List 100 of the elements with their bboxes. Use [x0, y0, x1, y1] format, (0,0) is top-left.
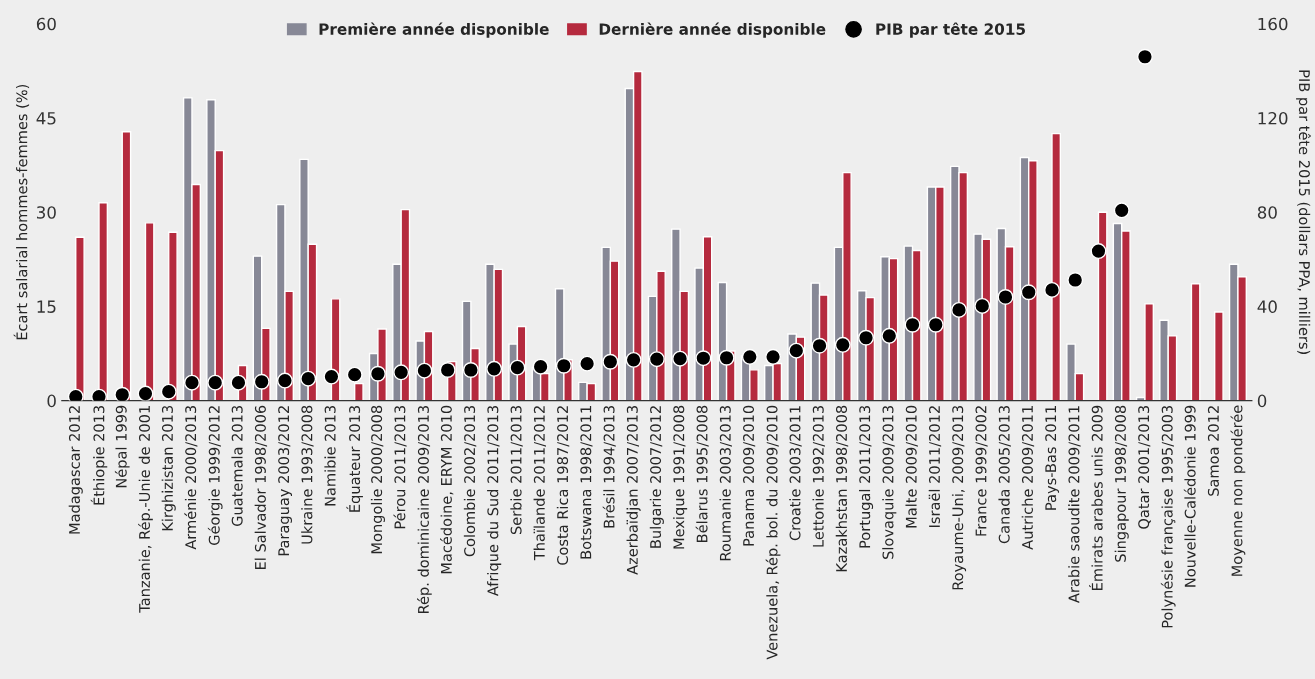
- point: [137, 385, 154, 401]
- x-tick-label: Kirghizistan 2013: [161, 405, 176, 531]
- point: [439, 362, 456, 378]
- point: [253, 373, 270, 390]
- point: [997, 288, 1014, 305]
- x-tick-label: Roumanie 2003/2013: [719, 405, 732, 561]
- x-tick-label: Kazakhstan 1998/2008: [835, 405, 849, 572]
- point: [509, 359, 526, 376]
- x-tick-label: Canada 2005/2013: [998, 405, 1011, 544]
- x-tick-label: Malte 2009/2010: [905, 405, 918, 528]
- x-tick-label: Équateur 2013: [346, 405, 363, 512]
- bar: [1190, 283, 1201, 401]
- point: [555, 357, 572, 374]
- point: [974, 297, 991, 314]
- x-tick-label: Thaïlande 2011/2012: [533, 406, 546, 561]
- x-tick-label: Namibie 2013: [324, 405, 336, 506]
- point: [276, 372, 293, 389]
- x-tick-label: Panama 2009/2010: [743, 405, 756, 546]
- x-tick-label: Guatemala 2013: [231, 405, 243, 527]
- x-tick-label: Botswana 1998/2011: [580, 406, 593, 559]
- x-tick-label: Émirats arabes unis 2009: [1089, 405, 1103, 590]
- x-tick-label: Royaume-Uni, 2009/2013: [951, 405, 967, 590]
- y-tick-label: 0: [47, 394, 56, 408]
- point: [672, 350, 689, 367]
- point: [788, 342, 805, 359]
- point: [207, 374, 224, 391]
- x-tick-label: Macédoine, ERYM 2010: [440, 405, 454, 574]
- x-tick-label: Pérou 2011/2013: [393, 405, 407, 529]
- point: [183, 374, 200, 391]
- x-tick-label: Samoa 2012: [1207, 406, 1219, 496]
- x-tick-label: Éthiopie 2013: [90, 405, 108, 505]
- point: [858, 329, 875, 346]
- point: [1090, 243, 1107, 260]
- x-tick-label: Pays-Bas 2011: [1045, 406, 1060, 510]
- point: [323, 368, 340, 385]
- point: [114, 386, 131, 401]
- point: [67, 388, 84, 401]
- point: [718, 349, 735, 366]
- x-tick-label: Tanzanie, Rép.-Unie de 2001: [138, 406, 153, 613]
- legend-label: PIB par tête 2015: [876, 22, 1025, 38]
- x-tick-label: Venezuela, Rép. bol. du 2009/2010: [765, 405, 781, 660]
- x-tick-label: Ukraine 1993/2008: [301, 405, 314, 544]
- point: [834, 336, 851, 353]
- x-tick-label: Singapour 1998/2008: [1114, 405, 1129, 562]
- bar: [1213, 311, 1224, 401]
- point: [160, 383, 177, 400]
- point: [904, 316, 921, 333]
- point: [927, 316, 944, 333]
- point: [346, 366, 363, 383]
- point: [416, 362, 433, 379]
- y2-tick-label: 0: [1257, 394, 1267, 408]
- point: [951, 301, 967, 318]
- point: [393, 364, 410, 381]
- x-tick-label: Slovaquie 2009/2013: [882, 405, 897, 559]
- x-tick-label: Serbie 2011/2013: [510, 405, 523, 535]
- point: [1113, 202, 1130, 219]
- x-tick-label: Paraguay 2003/2012: [278, 406, 292, 556]
- x-tick-label: Géorgie 1999/2012: [207, 406, 223, 545]
- point: [625, 351, 642, 368]
- point: [230, 374, 247, 391]
- point: [1020, 284, 1037, 301]
- x-tick-label: Portugal 2011/2013: [858, 405, 874, 548]
- point: [1136, 48, 1153, 65]
- x-tick-label: Madagascar 2012: [68, 406, 83, 534]
- x-tick-label: Bulgarie 2007/2012: [649, 406, 664, 548]
- x-tick-label: Autriche 2009/2011: [1021, 406, 1035, 550]
- x-tick-label: Afrique du Sud 2011/2013: [487, 405, 502, 597]
- legend-label: Première année disponible: [319, 22, 549, 38]
- y-tick-label: 60: [36, 17, 56, 31]
- x-tick-label: Moyenne non pondérée: [1230, 405, 1246, 576]
- x-tick-label: Rép. dominicaine 2009/2013: [417, 405, 432, 614]
- x-tick-label: Lettonie 1992/2013: [812, 405, 825, 547]
- y-tick-label: 15: [37, 300, 56, 313]
- legend-label: Dernière année disponible: [599, 22, 826, 38]
- x-tick-label: Qatar 2001/2013: [1138, 405, 1151, 529]
- point: [486, 360, 503, 377]
- x-tick-label: Polynésie française 1995/2003: [1160, 405, 1176, 628]
- point: [881, 327, 898, 344]
- point: [602, 353, 619, 370]
- y2-axis-title: PIB par tête 2015 (dollars PPA, milliers): [1296, 70, 1311, 354]
- x-tick-label: Azerbaïdjan 2007/2013: [626, 405, 641, 575]
- point: [765, 348, 782, 365]
- x-tick-label: Bélarus 1995/2008: [695, 405, 709, 542]
- point: [579, 355, 596, 372]
- x-tick-label: France 1999/2002: [975, 406, 988, 536]
- y-axis-title: Écart salarial hommes-femmes (%): [13, 84, 30, 340]
- point: [462, 362, 479, 378]
- y2-tick-label: 40: [1257, 300, 1277, 313]
- x-tick-label: Brésil 1994/2013: [602, 405, 616, 528]
- y-tick-label: 45: [36, 112, 56, 125]
- point: [1067, 272, 1084, 288]
- point: [811, 337, 828, 354]
- point: [300, 370, 317, 387]
- x-tick-label: El Salvador 1998/2006: [254, 405, 268, 570]
- point: [741, 348, 758, 365]
- point: [695, 350, 712, 367]
- x-tick-label: Israël 2011/2012: [928, 406, 942, 527]
- x-tick-label: Mexique 1991/2008: [673, 405, 688, 549]
- x-tick-label: Colombie 2002/2013: [463, 405, 477, 557]
- point: [648, 351, 665, 368]
